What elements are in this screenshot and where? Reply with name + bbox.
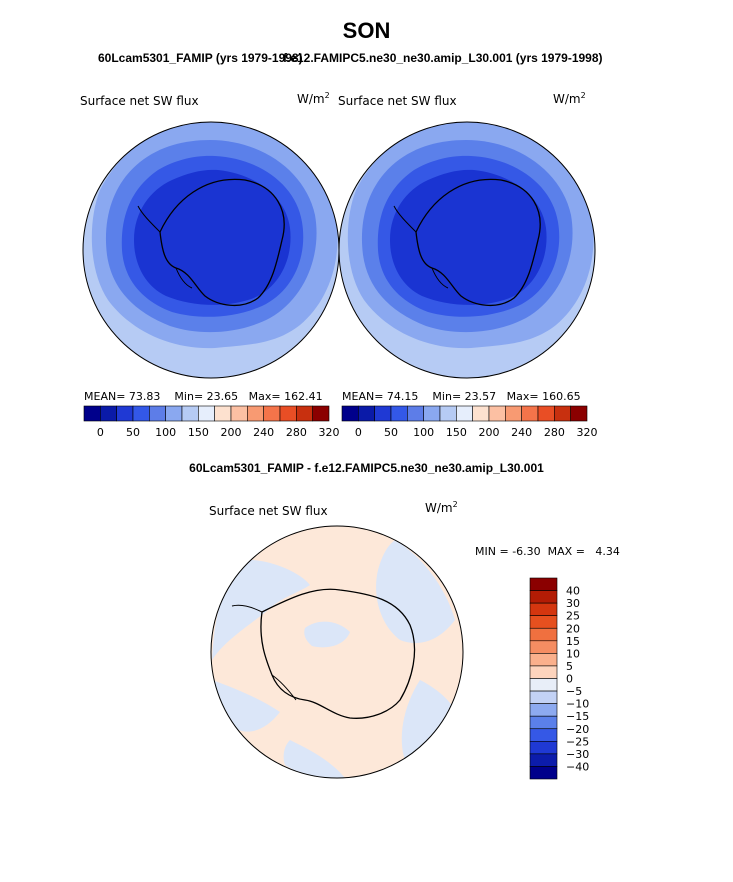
difference-colorbar-swatch xyxy=(529,753,558,767)
left-colorbar-swatch xyxy=(279,405,297,422)
difference-polar-map xyxy=(211,526,463,778)
right-colorbar-tick-label: 200 xyxy=(479,426,500,439)
right-colorbar-swatch xyxy=(423,405,441,422)
right-colorbar-tick-label: 0 xyxy=(355,426,362,439)
difference-colorbar-swatch xyxy=(529,741,558,755)
left-colorbar-tick-label: 320 xyxy=(319,426,340,439)
difference-colorbar-swatch xyxy=(529,602,558,616)
difference-colorbar-swatch xyxy=(529,640,558,654)
left-colorbar-tick-label: 50 xyxy=(126,426,140,439)
difference-colorbar-tick-label: 5 xyxy=(566,660,573,673)
right-colorbar-swatch xyxy=(439,405,457,422)
right-variable-label: Surface net SW flux xyxy=(338,94,457,108)
difference-colorbar-tick-label: 10 xyxy=(566,647,580,660)
right-colorbar-swatch xyxy=(488,405,506,422)
left-colorbar-swatch xyxy=(198,405,215,422)
difference-colorbar-tick-label: 0 xyxy=(566,673,573,686)
left-colorbar-tick-label: 100 xyxy=(155,426,176,439)
right-units-label: W/m2 xyxy=(553,91,586,106)
right-colorbar-swatch xyxy=(472,405,490,422)
right-colorbar-tick-label: 50 xyxy=(384,426,398,439)
left-colorbar-swatch xyxy=(312,405,330,422)
left-colorbar-tick-label: 150 xyxy=(188,426,209,439)
right-stats: MEAN= 74.15 Min= 23.57 Max= 160.65 xyxy=(342,390,581,403)
right-colorbar-swatch xyxy=(341,405,359,422)
right-colorbar-tick-label: 150 xyxy=(446,426,467,439)
difference-colorbar-swatch xyxy=(529,690,558,704)
right-map-border xyxy=(338,121,596,379)
difference-colorbar-swatch xyxy=(529,615,558,629)
difference-colorbar-tick-label: −40 xyxy=(566,760,589,773)
difference-colorbar-tick-label: −25 xyxy=(566,735,589,748)
left-colorbar-swatch xyxy=(230,405,248,422)
right-colorbar-swatch xyxy=(407,405,424,422)
difference-colorbar-tick-label: −5 xyxy=(566,685,582,698)
right-colorbar-swatch xyxy=(358,405,375,422)
left-colorbar-swatch xyxy=(132,405,150,422)
difference-colorbar-tick-label: 15 xyxy=(566,635,580,648)
right-colorbar-swatch xyxy=(505,405,522,422)
diff-variable-label: Surface net SW flux xyxy=(209,504,328,518)
right-colorbar-tick-label: 240 xyxy=(511,426,532,439)
right-colorbar-swatch xyxy=(456,405,473,422)
difference-colorbar-tick-label: 40 xyxy=(566,585,580,598)
left-colorbar-swatch xyxy=(214,405,232,422)
difference-colorbar-swatch xyxy=(529,703,558,717)
diff-units-label: W/m2 xyxy=(425,500,458,515)
right-colorbar-swatch xyxy=(521,405,539,422)
left-colorbar: 0 50 100 150 200 240 280 320 xyxy=(83,405,340,439)
right-colorbar-swatch xyxy=(390,405,408,422)
left-case-title: 60Lcam5301_FAMIP (yrs 1979-1998) xyxy=(98,51,303,65)
season-title: SON xyxy=(342,18,391,43)
right-colorbar-tick-label: 280 xyxy=(544,426,565,439)
left-colorbar-swatch xyxy=(116,405,134,422)
difference-colorbar-tick-label: 20 xyxy=(566,622,580,635)
left-colorbar-swatch xyxy=(165,405,183,422)
left-colorbar-swatch xyxy=(181,405,199,422)
difference-colorbar-tick-label: −10 xyxy=(566,698,589,711)
left-colorbar-tick-label: 280 xyxy=(286,426,307,439)
left-stats: MEAN= 73.83 Min= 23.65 Max= 162.41 xyxy=(84,390,323,403)
right-colorbar-swatch xyxy=(554,405,571,422)
difference-colorbar-swatch xyxy=(529,590,558,604)
right-polar-map xyxy=(339,122,595,378)
left-colorbar-tick-label: 240 xyxy=(253,426,274,439)
right-colorbar-swatch xyxy=(537,405,555,422)
left-units-label: W/m2 xyxy=(297,91,330,106)
difference-title: 60Lcam5301_FAMIP - f.e12.FAMIPC5.ne30_ne… xyxy=(189,461,544,475)
left-colorbar-swatch xyxy=(263,405,281,422)
difference-colorbar-swatch xyxy=(529,715,558,730)
left-colorbar-swatch xyxy=(149,405,166,422)
difference-colorbar-swatch xyxy=(529,678,558,692)
difference-colorbar-tick-label: −30 xyxy=(566,748,589,761)
difference-colorbar-swatch xyxy=(529,766,558,780)
difference-map-border xyxy=(210,525,464,779)
right-colorbar-tick-label: 320 xyxy=(577,426,598,439)
left-colorbar-swatch xyxy=(83,405,101,422)
right-colorbar: 0 50 100 150 200 240 280 320 xyxy=(341,405,598,439)
right-case-title: f.e12.FAMIPC5.ne30_ne30.amip_L30.001 (yr… xyxy=(283,51,603,65)
difference-colorbar-swatch xyxy=(529,728,558,742)
left-colorbar-swatch xyxy=(296,405,313,422)
difference-colorbar-tick-label: 25 xyxy=(566,610,580,623)
right-colorbar-swatch xyxy=(570,405,588,422)
difference-colorbar-swatch xyxy=(529,653,558,667)
difference-colorbar-swatch xyxy=(529,627,558,642)
difference-colorbar-tick-label: −20 xyxy=(566,723,589,736)
left-polar-map xyxy=(83,122,339,378)
left-colorbar-tick-label: 0 xyxy=(97,426,104,439)
difference-colorbar-tick-label: −15 xyxy=(566,710,589,723)
left-colorbar-tick-label: 200 xyxy=(221,426,242,439)
right-colorbar-swatch xyxy=(374,405,392,422)
diff-stats: MIN = -6.30 MAX = 4.34 xyxy=(475,545,620,558)
left-colorbar-swatch xyxy=(247,405,264,422)
difference-colorbar-swatch xyxy=(529,577,558,591)
difference-colorbar-swatch xyxy=(529,665,558,679)
right-colorbar-tick-label: 100 xyxy=(413,426,434,439)
difference-colorbar-tick-label: 30 xyxy=(566,597,580,610)
left-colorbar-swatch xyxy=(100,405,117,422)
left-variable-label: Surface net SW flux xyxy=(80,94,199,108)
